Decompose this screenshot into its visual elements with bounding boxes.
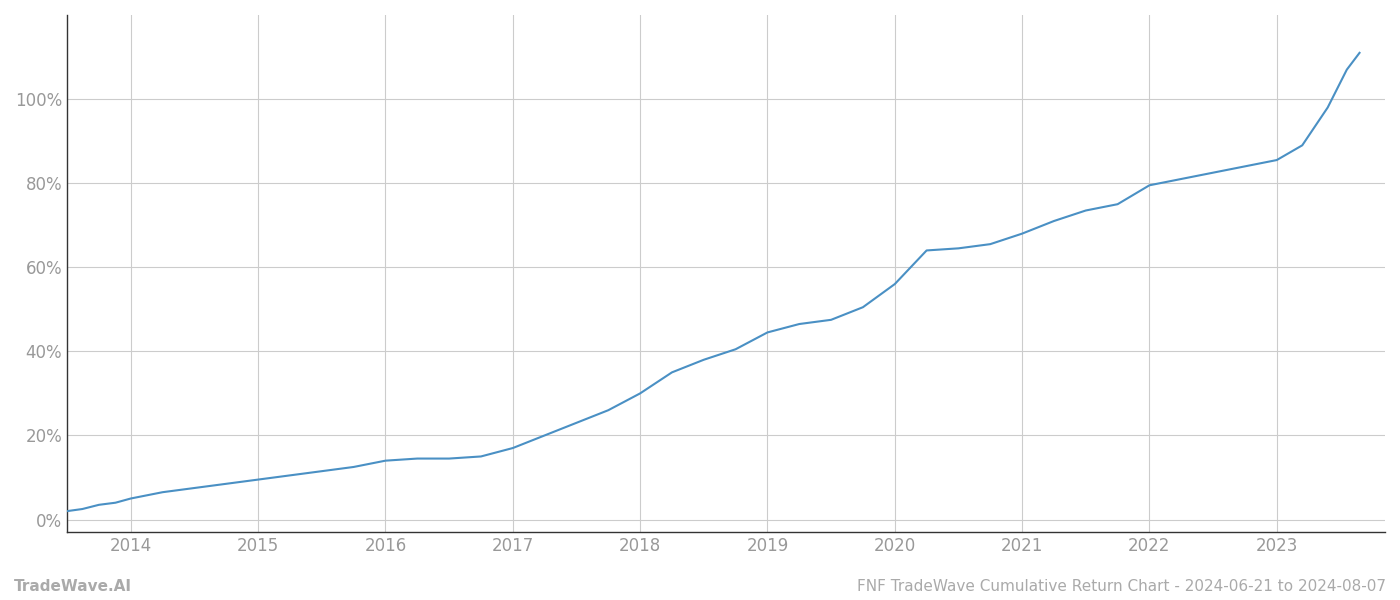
Text: TradeWave.AI: TradeWave.AI [14,579,132,594]
Text: FNF TradeWave Cumulative Return Chart - 2024-06-21 to 2024-08-07: FNF TradeWave Cumulative Return Chart - … [857,579,1386,594]
